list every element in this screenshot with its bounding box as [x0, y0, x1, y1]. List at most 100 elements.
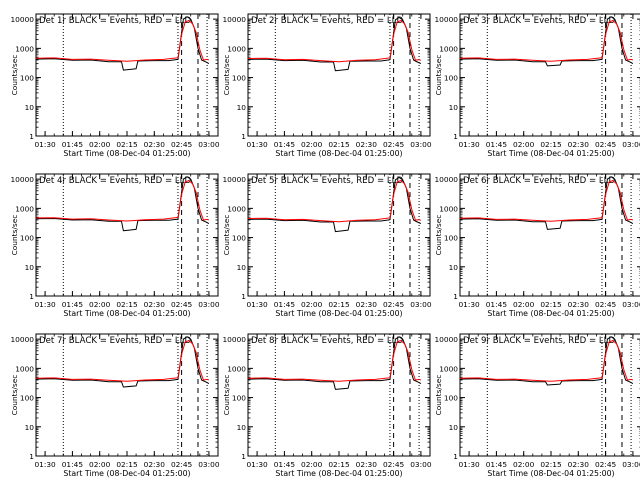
y-tick-label: 10 [449, 103, 459, 112]
x-tick-label: 02:30 [356, 140, 378, 149]
y-tick-label: 1 [29, 452, 34, 461]
x-tick-label: 02:00 [513, 140, 535, 149]
panel-title: Det 2r BLACK = Events, RED = LLD [251, 16, 403, 26]
y-tick-label: 1000 [439, 44, 458, 53]
x-tick-label: 02:00 [513, 300, 535, 309]
y-tick-label: 10 [237, 103, 247, 112]
y-tick-label: 10000 [222, 15, 246, 24]
panel-5: Det 5r BLACK = Events, RED = LLD 1 10 100 10… [222, 173, 432, 318]
x-tick-label: 02:45 [595, 140, 617, 149]
panel-6: Det 6r BLACK = Events, RED = LLD 1 10 100 10… [434, 173, 640, 318]
x-axis-label: Start Time (08-Dec-04 01:25:00) [275, 149, 402, 158]
x-tick-label: 03:00 [622, 300, 640, 309]
x-tick-label: 01:45 [274, 140, 296, 149]
x-tick-label: 01:30 [246, 300, 268, 309]
series-events-line [35, 176, 210, 232]
y-tick-label: 1 [241, 292, 246, 301]
y-tick-label: 1 [453, 452, 458, 461]
x-tick-label: 01:30 [34, 300, 56, 309]
x-tick-label: 02:15 [328, 140, 350, 149]
y-tick-label: 1 [453, 132, 458, 141]
y-axis-label: Counts/sec [10, 55, 19, 96]
x-tick-label: 02:45 [171, 300, 193, 309]
x-tick-label: 02:30 [568, 140, 590, 149]
y-tick-label: 100 [232, 234, 246, 243]
x-tick-label: 01:45 [62, 300, 84, 309]
x-tick-label: 02:30 [356, 460, 378, 469]
y-tick-label: 1 [241, 132, 246, 141]
x-tick-label: 01:45 [274, 300, 296, 309]
series-lld-line [459, 20, 634, 62]
x-tick-label: 02:15 [116, 460, 138, 469]
y-tick-label: 1 [29, 132, 34, 141]
panel-8: Det 8r BLACK = Events, RED = LLD 1 10 100 10… [222, 333, 432, 478]
panel-title: Det 8r BLACK = Events, RED = LLD [251, 336, 403, 346]
x-tick-label: 01:30 [458, 460, 480, 469]
x-axis-label: Start Time (08-Dec-04 01:25:00) [487, 469, 614, 478]
y-tick-label: 1000 [15, 204, 34, 213]
x-tick-label: 02:30 [568, 300, 590, 309]
x-tick-label: 02:45 [595, 300, 617, 309]
x-tick-label: 02:45 [595, 460, 617, 469]
x-tick-label: 02:45 [383, 300, 405, 309]
x-tick-label: 02:30 [144, 300, 166, 309]
x-tick-label: 02:15 [116, 300, 138, 309]
y-tick-label: 10 [25, 423, 35, 432]
x-tick-label: 02:00 [301, 140, 323, 149]
y-axis-label: Counts/sec [10, 215, 19, 256]
x-axis-label: Start Time (08-Dec-04 01:25:00) [275, 309, 402, 318]
y-tick-label: 1000 [15, 364, 34, 373]
y-tick-label: 10000 [434, 15, 458, 24]
x-tick-label: 03:00 [410, 140, 432, 149]
x-tick-label: 02:00 [89, 460, 111, 469]
y-tick-label: 1000 [227, 204, 246, 213]
x-tick-label: 01:45 [62, 460, 84, 469]
x-axis-label: Start Time (08-Dec-04 01:25:00) [487, 309, 614, 318]
x-tick-label: 03:00 [622, 140, 640, 149]
series-events-line [35, 16, 210, 71]
panel-7: Det 7r BLACK = Events, RED = LLD 1 10 100 10… [10, 333, 220, 478]
series-lld-line [35, 180, 210, 222]
x-tick-label: 02:30 [568, 460, 590, 469]
y-tick-label: 10000 [222, 175, 246, 184]
y-tick-label: 10 [237, 423, 247, 432]
x-tick-label: 02:15 [116, 140, 138, 149]
x-tick-label: 02:00 [513, 460, 535, 469]
series-events-line [459, 176, 634, 230]
y-tick-label: 10000 [10, 15, 34, 24]
series-lld-line [35, 20, 210, 62]
y-axis-label: Counts/sec [222, 375, 231, 416]
x-tick-label: 02:45 [383, 460, 405, 469]
x-tick-label: 02:15 [540, 460, 562, 469]
x-tick-label: 02:45 [383, 140, 405, 149]
y-tick-label: 1 [453, 292, 458, 301]
series-events-line [247, 176, 422, 233]
y-tick-label: 10000 [222, 335, 246, 344]
x-tick-label: 02:45 [171, 460, 193, 469]
x-axis-label: Start Time (08-Dec-04 01:25:00) [63, 469, 190, 478]
x-tick-label: 02:00 [301, 460, 323, 469]
y-tick-label: 100 [20, 74, 34, 83]
y-tick-label: 10 [449, 423, 459, 432]
x-axis-label: Start Time (08-Dec-04 01:25:00) [63, 309, 190, 318]
y-tick-label: 100 [444, 394, 458, 403]
y-tick-label: 10000 [434, 335, 458, 344]
y-axis-label: Counts/sec [222, 55, 231, 96]
x-tick-label: 02:30 [144, 140, 166, 149]
y-tick-label: 10000 [10, 175, 34, 184]
x-axis-label: Start Time (08-Dec-04 01:25:00) [275, 469, 402, 478]
y-tick-label: 10000 [434, 175, 458, 184]
series-events-line [35, 336, 210, 388]
x-tick-label: 02:30 [356, 300, 378, 309]
x-tick-label: 03:00 [198, 300, 220, 309]
y-tick-label: 10 [25, 263, 35, 272]
series-lld-line [459, 340, 634, 382]
x-tick-label: 02:15 [328, 460, 350, 469]
panel-title: Det 7r BLACK = Events, RED = LLD [39, 336, 191, 346]
x-tick-label: 02:00 [301, 300, 323, 309]
series-lld-line [247, 340, 422, 382]
series-events-line [459, 16, 634, 67]
x-tick-label: 01:30 [458, 140, 480, 149]
